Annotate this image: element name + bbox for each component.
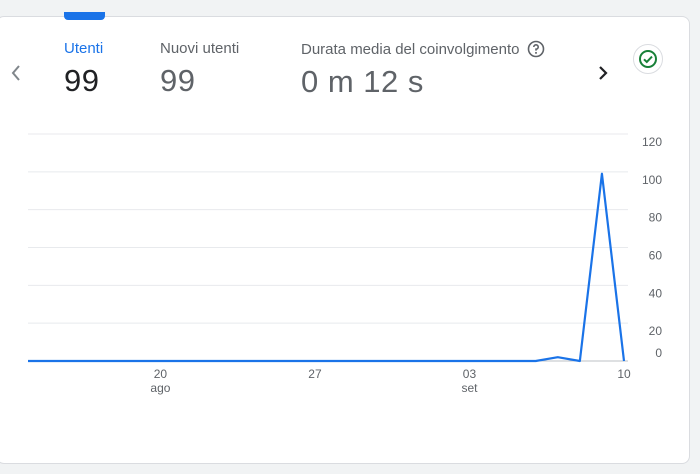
metric-value: 0 m 12 s xyxy=(301,64,424,99)
y-tick-label: 20 xyxy=(649,324,663,338)
active-tab-indicator xyxy=(64,12,105,20)
y-tick-label: 120 xyxy=(642,135,662,149)
x-tick-label: 27 xyxy=(308,367,322,381)
y-tick-label: 0 xyxy=(655,346,662,360)
x-tick-label: 10 xyxy=(617,367,631,381)
metric-tab-avg-engagement-time[interactable]: Durata media del coinvolgimento 0 m 12 s xyxy=(301,40,545,100)
metric-label: Utenti xyxy=(64,40,104,57)
y-tick-label: 60 xyxy=(649,249,663,263)
x-tick-label: 20 xyxy=(154,367,168,381)
previous-metrics-button[interactable] xyxy=(4,58,28,88)
metric-tab-users[interactable]: Utenti 99 xyxy=(64,40,103,99)
metric-label: Nuovi utenti xyxy=(160,40,240,57)
x-tick-month-label: ago xyxy=(150,381,170,395)
y-tick-label: 40 xyxy=(649,286,663,300)
chevron-right-icon xyxy=(599,66,608,80)
metric-label-row: Durata media del coinvolgimento xyxy=(301,40,545,58)
x-tick-label: 03 xyxy=(463,367,477,381)
x-tick-month-label: set xyxy=(461,381,478,395)
metric-value: 99 xyxy=(64,63,100,98)
status-badge[interactable] xyxy=(633,44,663,74)
users-overview-card xyxy=(0,16,690,464)
help-icon[interactable] xyxy=(527,40,545,58)
y-tick-label: 100 xyxy=(642,173,662,187)
chevron-left-icon xyxy=(11,65,20,81)
metric-value: 99 xyxy=(160,63,196,98)
check-circle-icon xyxy=(639,50,657,68)
metric-label: Durata media del coinvolgimento xyxy=(301,40,520,58)
metric-tab-new-users[interactable]: Nuovi utenti 99 xyxy=(160,40,239,99)
next-metrics-button[interactable] xyxy=(590,58,616,88)
y-tick-label: 80 xyxy=(649,211,663,225)
series-line xyxy=(28,172,626,363)
